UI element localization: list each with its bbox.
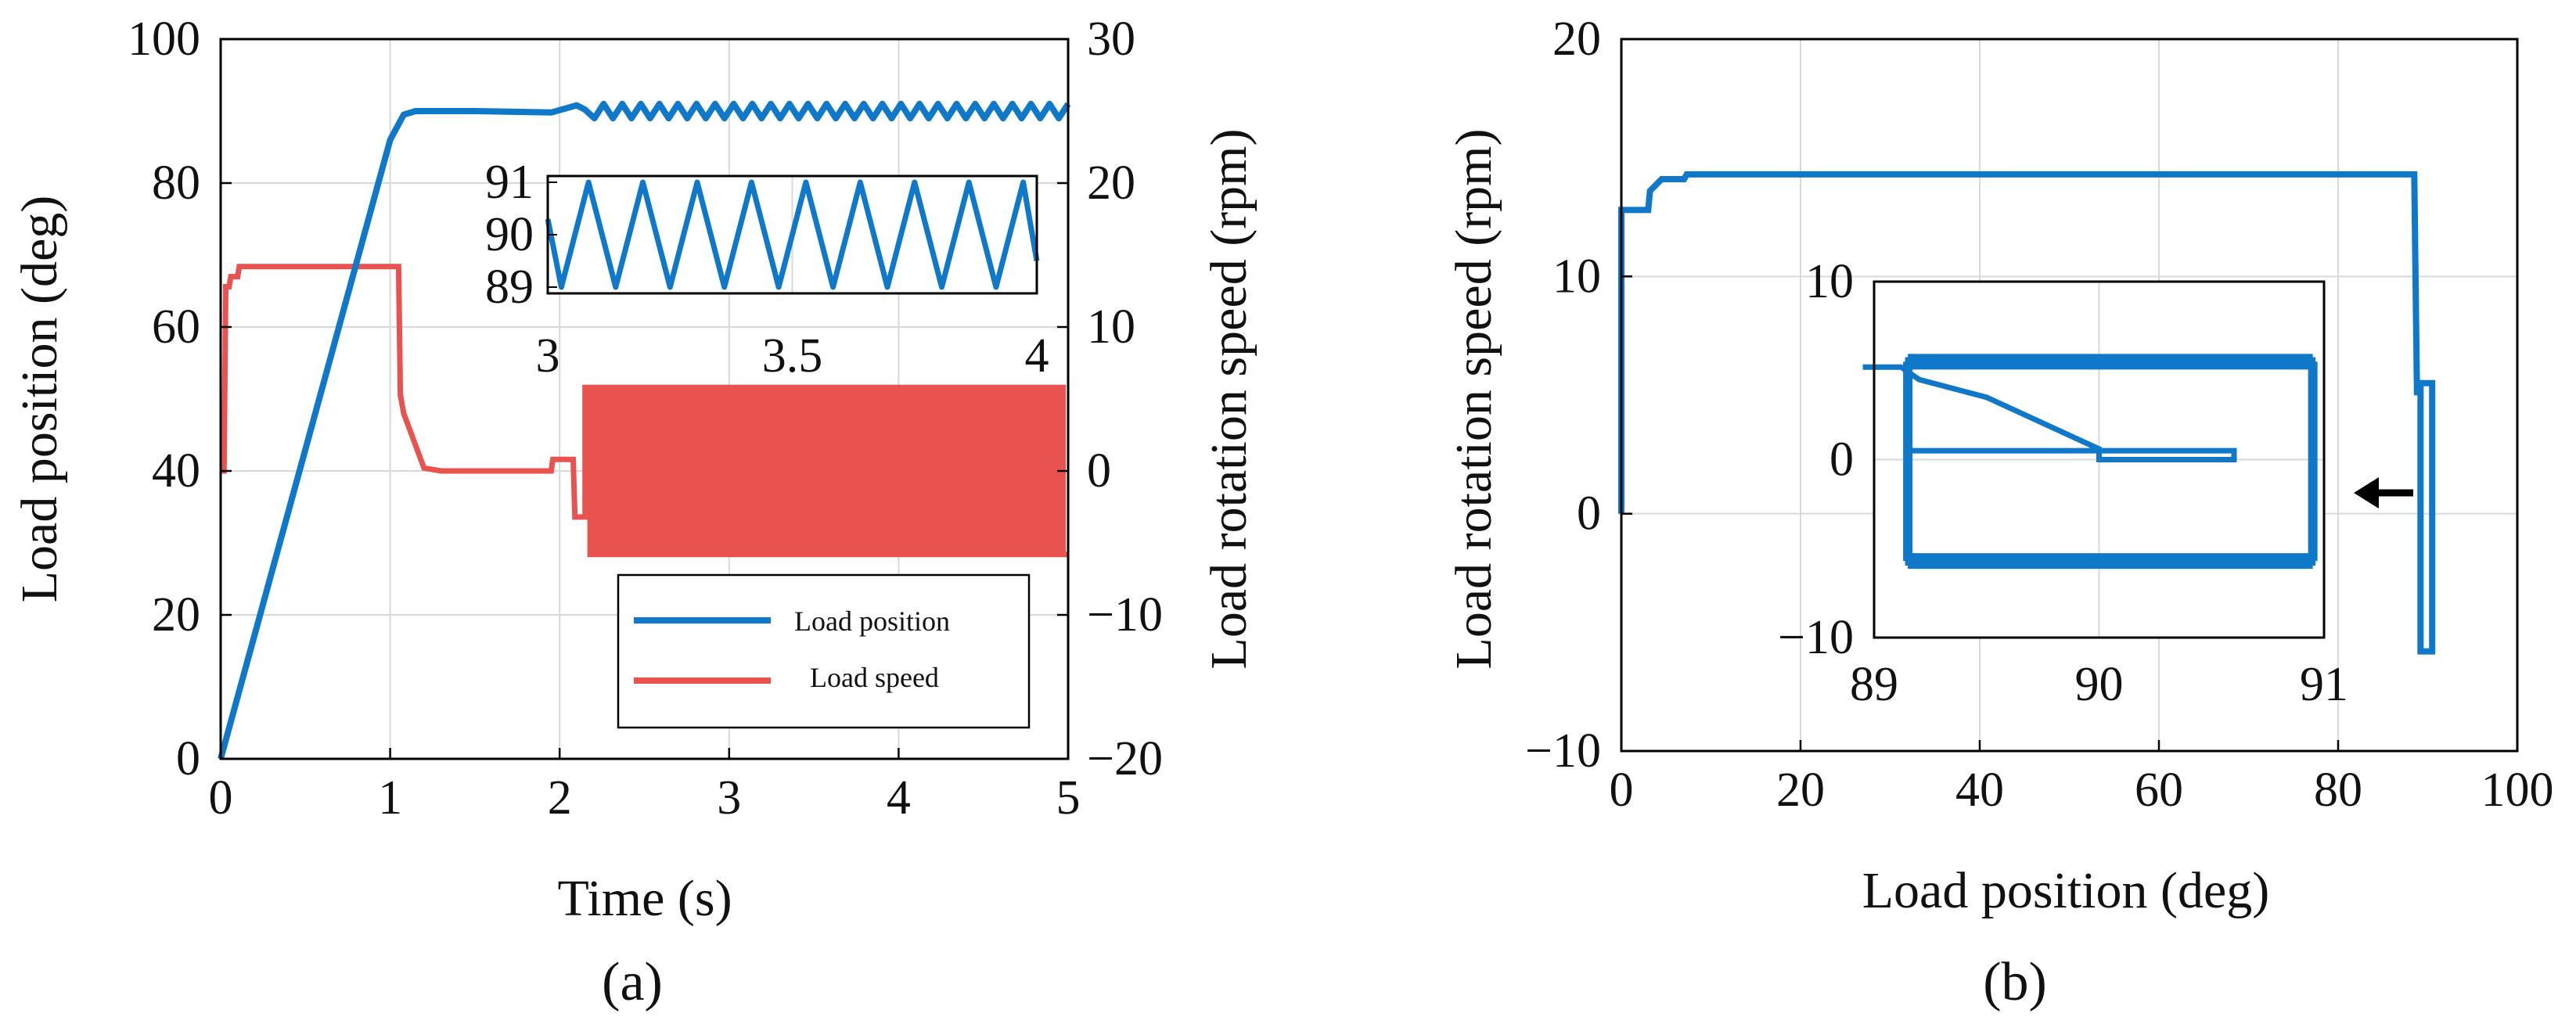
tick-label-y-right: −10	[1087, 588, 1163, 641]
tick-label-x: 80	[2314, 764, 2362, 817]
panel-a-xlabel: Time (s)	[557, 870, 732, 927]
inset-tick-label-y: −10	[1778, 611, 1854, 664]
panel-b-inset: 89 90 91 −10 0 10	[1778, 255, 2348, 711]
tick-label-y: 60	[152, 300, 200, 354]
tick-label-y-right: −20	[1087, 732, 1163, 785]
tick-label-y: 40	[152, 444, 200, 498]
panel-a-series	[218, 100, 1071, 760]
panel-a-ticks: 0 1 2 3 4 5 0 20 40 60 80 100 −20 −10 0 10 20 30	[128, 13, 1163, 825]
inset-tick-label-x: 3	[536, 329, 560, 383]
tick-label-x: 1	[378, 771, 402, 825]
panel-b-caption: (b)	[1983, 952, 2047, 1012]
legend-label-position: Load position	[794, 606, 950, 637]
series-load-position-line	[218, 100, 1071, 760]
tick-label-x: 0	[1610, 764, 1634, 817]
tick-label-y: 10	[1552, 250, 1601, 303]
panel-b-plot-frame	[1620, 38, 2519, 753]
panel-b-series	[1618, 171, 2436, 655]
tick-label-y-right: 20	[1087, 156, 1135, 210]
tick-label-x: 60	[2135, 764, 2183, 817]
inset-tick-label-y: 91	[485, 156, 534, 209]
tick-label-x: 0	[209, 771, 233, 825]
tick-label-x: 3	[717, 771, 741, 825]
panel-a-plot-frame	[219, 38, 1070, 760]
tick-label-y-right: 0	[1087, 444, 1111, 498]
panel-a-legend-box	[617, 573, 1031, 729]
series-load-speed-line	[221, 264, 1068, 558]
panel-b-xlabel: Load position (deg)	[1862, 862, 2270, 919]
tick-label-x: 4	[887, 771, 911, 825]
tick-label-y-right: 10	[1087, 300, 1135, 354]
inset-tick-label-x: 90	[2075, 658, 2124, 711]
panel-b-inset-ticks: 89 90 91 −10 0 10	[1778, 255, 2348, 711]
panel-a-ylabel-right: Load rotation speed (rpm)	[1200, 129, 1257, 670]
tick-label-x: 40	[1955, 764, 2004, 817]
tick-label-x: 100	[2481, 764, 2554, 817]
tick-label-y: 0	[176, 732, 200, 785]
panel-a: 0 1 2 3 4 5 0 20 40 60 80 100 −20 −10 0 10 20 30 Time (s)…	[11, 13, 1257, 1012]
inset-tick-label-x: 3.5	[762, 329, 823, 383]
panel-a-legend: Load position Load speed	[617, 573, 1031, 729]
panel-b-inset-series	[1862, 354, 2318, 570]
inset-tick-label-y: 89	[485, 261, 534, 314]
panel-a-ylabel-left: Load position (deg)	[11, 196, 68, 603]
panel-b-ylabel: Load rotation speed (rpm)	[1445, 129, 1502, 670]
inset-tick-label-y: 0	[1829, 433, 1854, 487]
series-phase-trajectory-line	[1618, 171, 2436, 655]
tick-label-x: 2	[548, 771, 572, 825]
tick-label-y: 20	[152, 588, 200, 641]
tick-label-x: 5	[1056, 771, 1081, 825]
inset-tick-label-x: 4	[1025, 329, 1049, 383]
tick-label-y: 20	[1552, 13, 1601, 66]
inset-series-load-position-line	[545, 179, 1040, 290]
tick-label-y: −10	[1525, 724, 1601, 778]
panel-a-inset-series	[545, 179, 1040, 290]
panel-b-inset-frame	[1873, 280, 2326, 639]
tick-label-y: 80	[152, 156, 200, 210]
inset-tick-label-x: 91	[2300, 658, 2348, 711]
tick-label-x: 20	[1776, 764, 1825, 817]
panel-a-caption: (a)	[602, 952, 663, 1012]
inset-tick-label-x: 89	[1850, 658, 1898, 711]
inset-tick-label-y: 10	[1805, 255, 1854, 308]
tick-label-y: 0	[1577, 487, 1601, 541]
tick-label-y-right: 30	[1087, 13, 1135, 66]
zoom-arrow-icon	[2354, 477, 2413, 509]
tick-label-y: 100	[128, 13, 200, 66]
legend-label-speed: Load speed	[810, 662, 939, 693]
inset-tick-label-y: 90	[485, 208, 534, 261]
